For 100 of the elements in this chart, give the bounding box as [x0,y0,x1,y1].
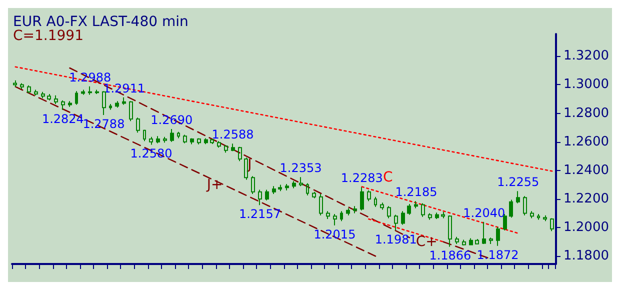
candlestick [523,196,527,216]
candlestick [340,210,343,222]
candlestick [299,176,303,187]
candlestick [68,100,72,108]
candlestick [550,218,554,232]
y-tick-label: 1.2400 [564,162,610,178]
candlestick [285,184,289,191]
candlestick [353,206,357,214]
candlestick [224,144,228,154]
candlestick [27,84,31,94]
candlestick [244,157,248,180]
candlestick [210,138,214,144]
candlestick [462,239,466,246]
candlestick [380,202,384,210]
y-tick-label: 1.2600 [564,134,610,150]
candlestick [88,86,92,96]
annotation: 1.2588 [212,128,254,142]
candlestick [503,214,507,231]
annotation: 1.2255 [497,175,540,190]
candlestick [143,129,146,142]
series-label: J+ [206,177,223,194]
y-tick-label: 1.1800 [564,248,610,264]
candlestick [122,96,126,106]
candlestick [496,226,500,246]
candlestick [421,202,425,218]
candlestick [346,208,350,216]
candlestick [61,100,65,110]
annotation: 1.2580 [130,146,172,161]
candlestick [81,89,85,96]
candlestick [41,91,45,99]
series-label: C [382,170,393,186]
candlestick [156,136,160,144]
candlestick [530,210,534,219]
y-tick-label: 1.3200 [564,48,610,64]
annotation: 1.2185 [395,185,438,200]
candlestick [374,196,377,208]
candlestick [129,100,133,122]
candlestick [387,206,391,219]
y-tick-label: 1.3000 [564,77,610,92]
candlestick [170,128,174,142]
series-label: C+ [416,234,438,250]
candlestick [394,214,398,231]
candlestick [54,94,58,104]
candlestick [489,237,493,244]
candlestick [149,136,153,146]
annotation: 1.1872 [476,248,519,262]
candlestick [360,186,364,211]
candlestick [469,238,473,246]
candlestick [292,180,296,189]
candlestick [319,194,323,216]
annotation: 1.1866 [429,248,472,263]
chart-title: EUR A0-FX LAST-480 min [13,14,188,30]
candlestick [537,214,540,220]
candlestick [265,189,269,201]
candlestick [217,140,221,148]
annotation: 1.2690 [150,113,193,127]
candlestick [102,90,106,116]
candlestick [414,200,418,209]
annotation: 1.2015 [314,227,356,242]
candlestick [448,214,452,248]
candlestick [272,186,276,194]
candlestick [183,134,187,144]
candlestick [455,236,459,244]
candlestick [231,143,235,152]
candlestick [190,138,194,145]
candlestick [367,190,371,202]
candlestick [401,210,405,226]
candlestick [333,214,337,226]
candlestick [238,146,242,162]
candlestick [428,212,432,220]
candlestick [407,204,411,216]
candlestick [163,136,167,144]
candlestick [435,212,439,220]
candlestick [34,89,38,96]
candlestick [47,94,51,101]
chart-subtitle: C=1.1991 [13,28,84,44]
candlestick [306,182,309,196]
candlestick [204,138,208,145]
candlestick [95,89,99,94]
candlestick [109,104,112,110]
candlestick [543,214,547,222]
candlestick [20,82,24,90]
annotation: 1.2040 [463,206,506,220]
annotation: 1.2353 [280,161,322,176]
annotation: 1.1981 [374,232,417,246]
candlestick [13,80,17,88]
candlestick [258,189,262,206]
candlestick [441,211,445,219]
annotation: 1.2283 [340,171,383,186]
candlestick [115,100,119,108]
candlestick [136,117,140,134]
y-tick-label: 1.2800 [564,106,610,121]
y-tick-label: 1.2000 [564,220,610,236]
annotation: 1.2788 [82,117,125,131]
candlestick [516,190,520,204]
candlestick [75,90,78,106]
candlestick [326,210,330,220]
annotation: 1.2157 [238,207,281,222]
candlestick [509,199,513,218]
candlestick [251,176,255,194]
